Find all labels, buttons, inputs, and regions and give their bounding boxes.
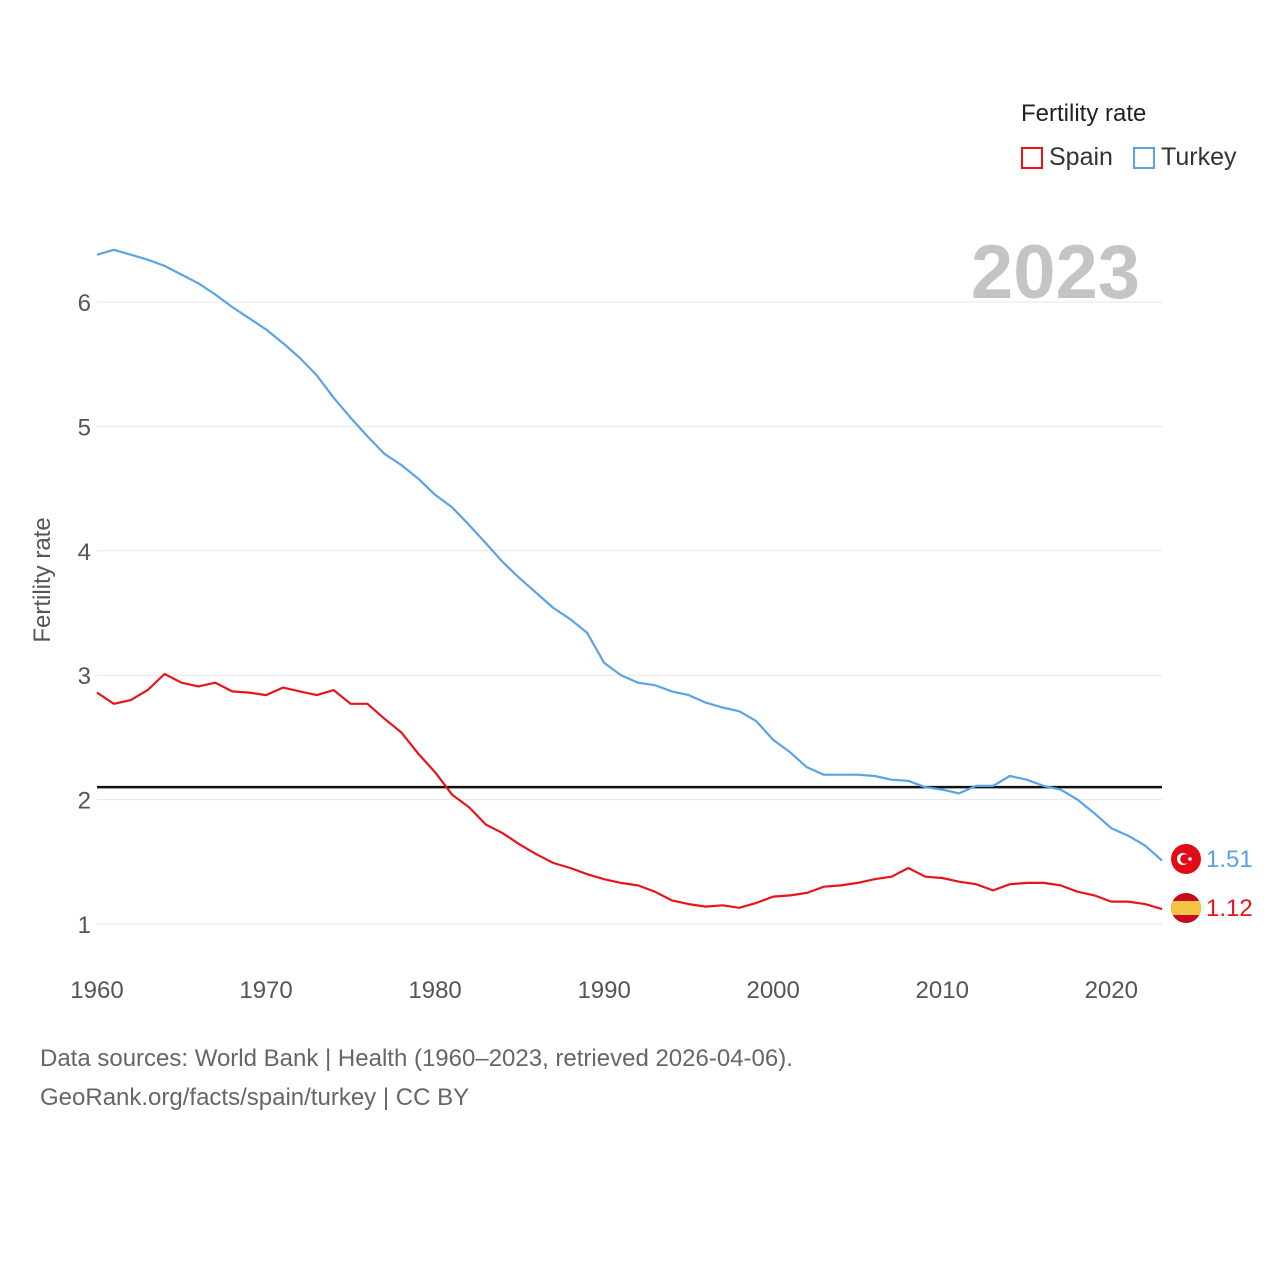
series-line-spain xyxy=(96,672,1163,911)
y-axis-ticks: 1 2 3 4 5 6 xyxy=(78,290,91,939)
series-lines xyxy=(96,248,1163,911)
x-tick-label: 1970 xyxy=(239,977,292,1004)
legend-item-spain[interactable]: Spain xyxy=(1021,143,1113,172)
x-tick-label: 2020 xyxy=(1085,977,1138,1004)
y-tick-label: 3 xyxy=(78,663,91,690)
legend-label-spain: Spain xyxy=(1049,143,1113,171)
source-line-1: Data sources: World Bank | Health (1960–… xyxy=(40,1045,793,1072)
source-line-2[interactable]: GeoRank.org/facts/spain/turkey | CC BY xyxy=(40,1084,470,1111)
y-tick-label: 5 xyxy=(78,414,91,441)
y-tick-label: 6 xyxy=(78,290,91,317)
spain-flag-icon xyxy=(1171,893,1201,923)
turkey-flag-icon xyxy=(1171,844,1201,874)
legend-title: Fertility rate xyxy=(1021,100,1147,127)
series-line-turkey xyxy=(96,248,1163,862)
turkey-swatch-icon xyxy=(1133,146,1155,169)
y-tick-label: 2 xyxy=(78,788,91,815)
x-axis-ticks: 1960 1970 1980 1990 2000 2010 2020 xyxy=(70,977,1138,1004)
legend-label-turkey: Turkey xyxy=(1161,143,1237,171)
x-tick-label: 1990 xyxy=(577,977,630,1004)
legend-item-turkey[interactable]: Turkey xyxy=(1133,143,1236,172)
y-tick-label: 4 xyxy=(78,539,91,566)
gridlines xyxy=(97,301,1162,925)
turkey-end-value: 1.51 xyxy=(1206,846,1253,873)
spain-end-value: 1.12 xyxy=(1206,895,1253,922)
end-markers: 1.51 1.12 xyxy=(1171,844,1253,923)
y-axis-label: Fertility rate xyxy=(29,517,56,642)
spain-swatch-icon xyxy=(1021,146,1043,169)
x-tick-label: 2000 xyxy=(746,977,799,1004)
x-tick-label: 1960 xyxy=(70,977,123,1004)
y-tick-label: 1 xyxy=(78,912,91,939)
year-watermark: 2023 xyxy=(971,230,1140,315)
x-tick-label: 2010 xyxy=(916,977,969,1004)
x-tick-label: 1980 xyxy=(408,977,461,1004)
